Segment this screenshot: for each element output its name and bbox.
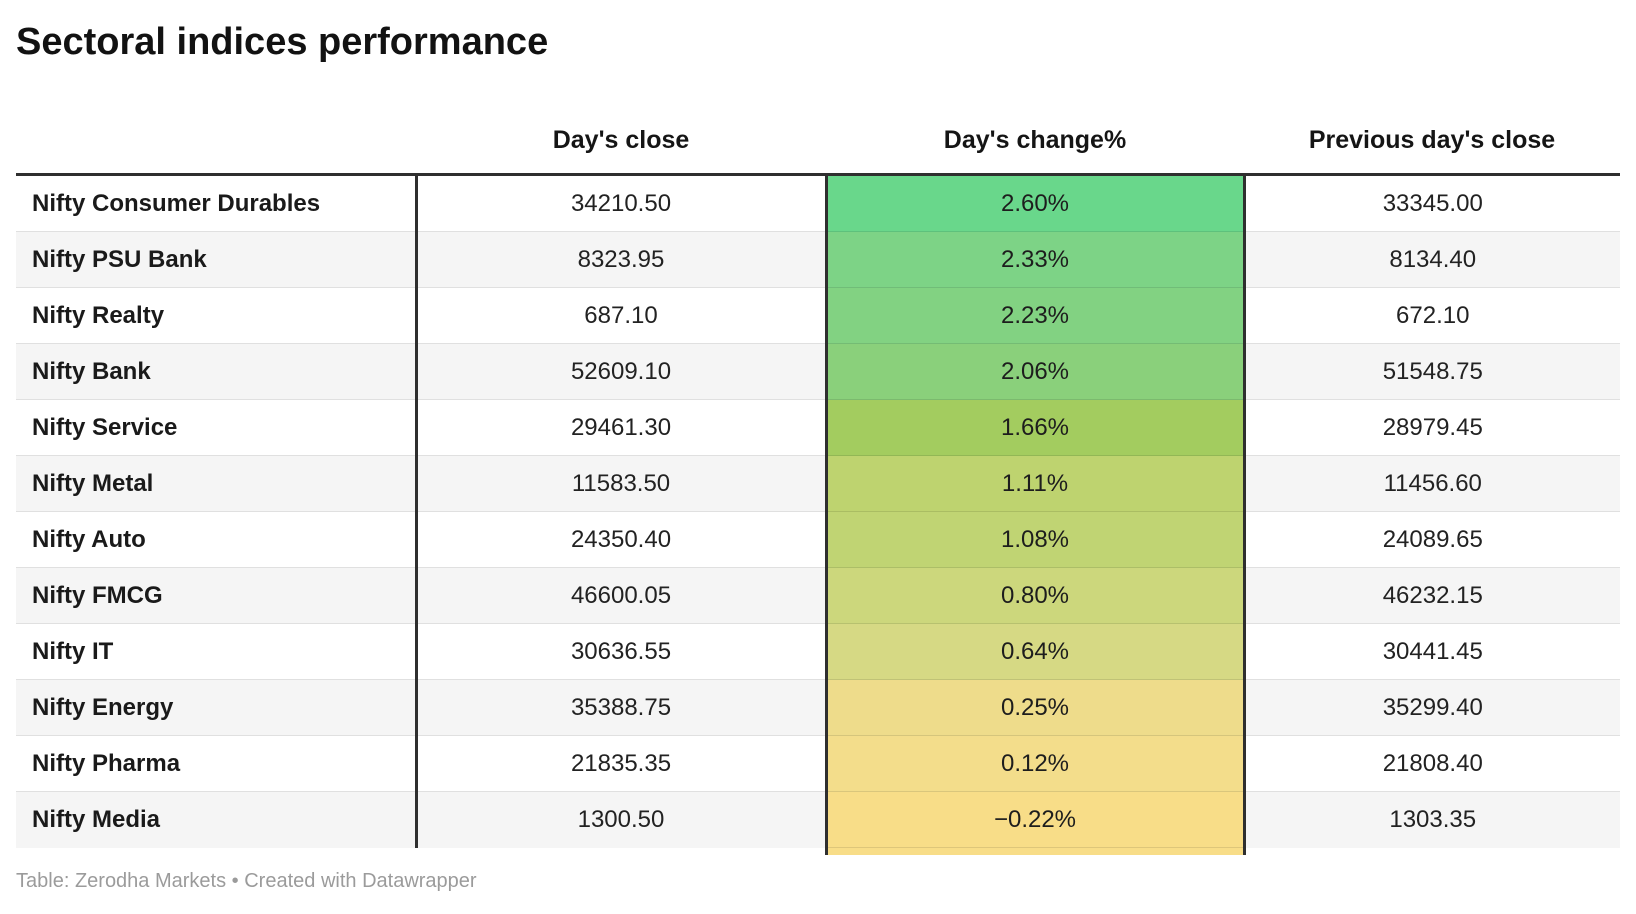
- days-change-cell: 0.12%: [824, 735, 1246, 792]
- table-row: Nifty Realty 687.10 2.23% 672.10: [16, 287, 1620, 344]
- table-body: Nifty Consumer Durables 34210.50 2.60% 3334…: [16, 174, 1620, 855]
- days-change-cell: 0.64%: [824, 623, 1246, 680]
- page-title: Sectoral indices performance: [16, 21, 549, 63]
- index-name-cell: Nifty PSU Bank: [16, 231, 418, 288]
- days-change-cell: 1.11%: [824, 455, 1246, 512]
- prev-close-cell: 1303.35: [1244, 791, 1620, 848]
- table-footer: Table: Zerodha Markets • Created with Da…: [16, 869, 1620, 893]
- days-close-cell: 30636.55: [416, 623, 826, 680]
- index-name-cell: Nifty Service: [16, 399, 418, 456]
- days-close-cell: 24350.40: [416, 511, 826, 568]
- table-row: Nifty Service 29461.30 1.66% 28979.45: [16, 399, 1620, 456]
- header-index-column: [16, 64, 416, 176]
- table-row: Nifty Media 1300.50 −0.22% 1303.35: [16, 791, 1620, 848]
- index-name-cell: Nifty Auto: [16, 511, 418, 568]
- prev-close-cell: 21808.40: [1244, 735, 1620, 792]
- index-name-cell: Nifty Metal: [16, 455, 418, 512]
- days-change-cell: −0.22%: [824, 791, 1246, 848]
- days-change-cell: 0.25%: [824, 679, 1246, 736]
- days-close-cell: 21835.35: [416, 735, 826, 792]
- days-close-cell: 8323.95: [416, 231, 826, 288]
- prev-close-cell: 46232.15: [1244, 567, 1620, 624]
- prev-close-cell: 28979.45: [1244, 399, 1620, 456]
- days-change-cell: 1.08%: [824, 511, 1246, 568]
- index-name-cell: Nifty FMCG: [16, 567, 418, 624]
- table-row: Nifty FMCG 46600.05 0.80% 46232.15: [16, 567, 1620, 624]
- prev-close-cell: 11456.60: [1244, 455, 1620, 512]
- footer-brand-link[interactable]: Datawrapper: [362, 870, 477, 892]
- table-header: Day's close Day's change% Previous day's…: [16, 64, 1620, 176]
- footer-created-text: Created with: [244, 870, 363, 892]
- table-row: Nifty IT 30636.55 0.64% 30441.45: [16, 623, 1620, 680]
- index-name-cell: Nifty Pharma: [16, 735, 418, 792]
- table-row: Nifty Pharma 21835.35 0.12% 21808.40: [16, 735, 1620, 792]
- days-change-cell: 1.66%: [824, 399, 1246, 456]
- days-change-cell: 2.23%: [824, 287, 1246, 344]
- prev-close-cell: 35299.40: [1244, 679, 1620, 736]
- prev-close-cell: 33345.00: [1382, 189, 1483, 217]
- index-name-cell: Nifty Energy: [16, 679, 418, 736]
- days-change-cell: 2.33%: [824, 231, 1246, 288]
- index-name-cell: Nifty Consumer Durables: [16, 174, 418, 232]
- index-name-cell: Nifty IT: [16, 623, 418, 680]
- header-days-close: Day's close: [416, 64, 826, 176]
- prev-close-cell: 51548.75: [1244, 343, 1620, 400]
- days-change-cell: 0.80%: [824, 567, 1246, 624]
- prev-close-cell: 30441.45: [1244, 623, 1620, 680]
- table-row: Nifty Consumer Durables 34210.50 2.60% 3334…: [16, 174, 1620, 232]
- days-close-cell: 52609.10: [416, 343, 826, 400]
- header-row: Day's close Day's change% Previous day's…: [16, 64, 1620, 176]
- days-close-cell: 1300.50: [416, 791, 826, 848]
- footer-prefix: Table:: [16, 870, 75, 892]
- days-change-cell: 2.06%: [824, 343, 1246, 400]
- index-name-cell: Nifty Media: [16, 791, 418, 848]
- index-name-cell: Nifty Realty: [16, 287, 418, 344]
- table-row: Nifty Energy 35388.75 0.25% 35299.40: [16, 679, 1620, 736]
- days-close-cell: 34210.50: [570, 189, 672, 217]
- prev-close-cell: 24089.65: [1244, 511, 1620, 568]
- prev-close-cell: 672.10: [1244, 287, 1620, 344]
- days-close-cell: 29461.30: [416, 399, 826, 456]
- days-close-cell: 687.10: [416, 287, 826, 344]
- table-row: Nifty Auto 24350.40 1.08% 24089.65: [16, 511, 1620, 568]
- table-row: Nifty PSU Bank 8323.95 2.33% 8134.40: [16, 231, 1620, 288]
- footer-source-link[interactable]: Zerodha Markets: [74, 870, 227, 892]
- sectoral-indices-table: Day's close Day's change% Previous day's…: [16, 64, 1620, 855]
- days-change-cell: 2.60%: [824, 174, 1246, 232]
- days-close-cell: 35388.75: [416, 679, 826, 736]
- index-name-cell: Nifty Bank: [16, 343, 418, 400]
- heatmap-column-extension: [16, 847, 1620, 855]
- days-close-cell: 11583.50: [416, 455, 826, 512]
- days-close-cell: 46600.05: [416, 567, 826, 624]
- header-previous-days-close: Previous day's close: [1244, 64, 1620, 176]
- header-days-change: Day's change%: [826, 64, 1244, 176]
- table-row: Nifty Metal 11583.50 1.11% 11456.60: [16, 455, 1620, 512]
- prev-close-cell: 8134.40: [1244, 231, 1620, 288]
- table-row: Nifty Bank 52609.10 2.06% 51548.75: [16, 343, 1620, 400]
- footer-separator: •: [226, 870, 245, 892]
